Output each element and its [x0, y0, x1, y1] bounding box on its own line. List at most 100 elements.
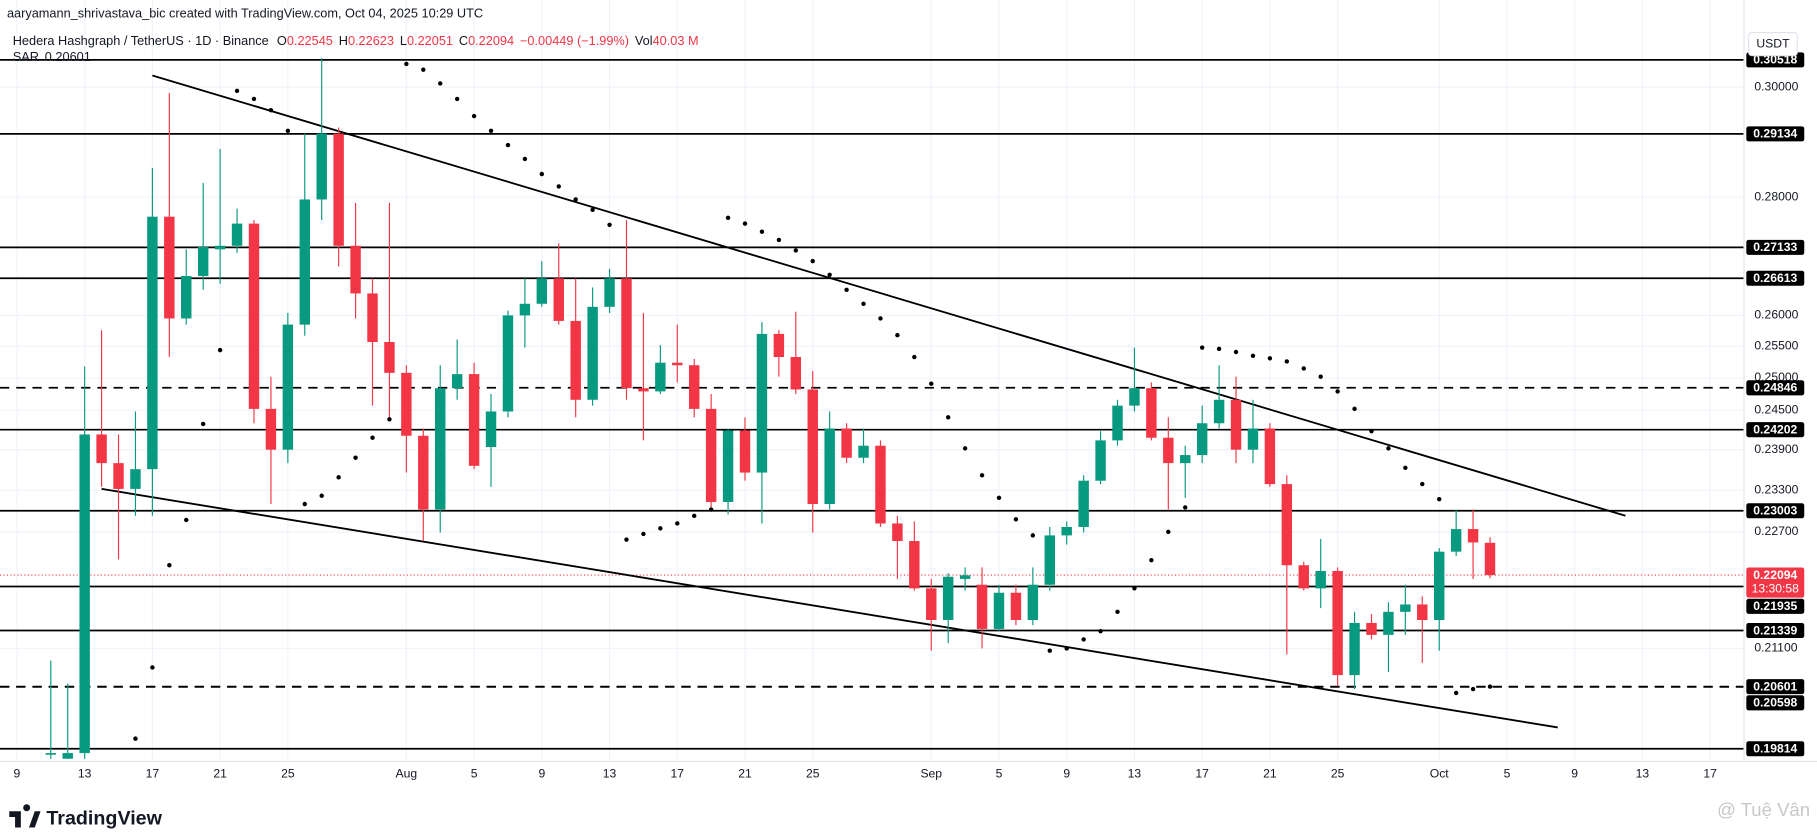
candle-body [1484, 542, 1496, 576]
candle-body [316, 133, 327, 200]
candle-body [1247, 428, 1259, 450]
sar-dot [387, 417, 392, 422]
candle-body [282, 324, 294, 450]
y-tick-label: 0.24500 [1754, 402, 1798, 416]
sar-dot [370, 435, 375, 440]
sar-dot [1318, 374, 1323, 379]
sar-dot [708, 507, 714, 512]
sar-dot [776, 237, 782, 243]
ohlc-value: 0.22545 [287, 33, 333, 48]
change: −0.00449 (−1.99%) [520, 33, 629, 48]
sar-dot [1098, 628, 1103, 634]
sar-dot [336, 475, 341, 480]
candle-body [570, 320, 581, 400]
sar-dot [1437, 496, 1442, 502]
candle-body [739, 430, 751, 473]
volume: 40.03 M [653, 33, 699, 48]
sar-dot [607, 222, 612, 227]
brand-logo [9, 804, 41, 828]
y-tick-label: 0.26000 [1754, 308, 1798, 322]
candle-body [401, 372, 412, 436]
candle-body [435, 388, 446, 510]
sar-dot [793, 248, 799, 253]
ohlc-letter: C [459, 33, 468, 48]
volume-label: Vol [635, 33, 653, 48]
level-label-box [1746, 741, 1805, 757]
candle-body [485, 411, 497, 448]
watermark: @ Tuệ Vân [1717, 799, 1810, 820]
candle-body [519, 303, 531, 316]
candle-body [1366, 622, 1377, 635]
candle-body [299, 199, 310, 325]
candle-body [1400, 604, 1411, 612]
level-label: 0.24846 [1753, 381, 1797, 395]
candle-body [1450, 529, 1462, 552]
sar-dot [895, 332, 900, 338]
sar-dot [1183, 505, 1188, 510]
candle-body [350, 245, 361, 294]
candle-body [705, 408, 717, 502]
x-tick-label: 9 [14, 766, 21, 780]
sar-dot [522, 156, 528, 162]
candle-body [790, 357, 802, 390]
level-label-box [1746, 270, 1805, 286]
level-label: 0.20601 [1753, 679, 1797, 693]
y-tick-label: 0.25500 [1754, 339, 1798, 353]
sar-dot [1199, 345, 1205, 350]
x-tick-label: 9 [1063, 766, 1070, 780]
x-tick-label: Oct [1430, 766, 1450, 780]
candle-body [1078, 480, 1089, 527]
sar-dot [1369, 428, 1374, 434]
x-tick-label: 25 [806, 766, 820, 780]
x-tick-label: 25 [1331, 766, 1345, 780]
trendlines [101, 74, 1626, 729]
sar-dot [742, 221, 748, 226]
candle-body [79, 434, 90, 754]
sar-dot [268, 107, 274, 113]
candle-body [722, 430, 734, 502]
logo-mark [9, 804, 41, 828]
sar-dot [1081, 637, 1086, 642]
y-tick-label: 0.28000 [1754, 189, 1798, 203]
sar-dot [827, 272, 832, 278]
ohlc-letter: H [339, 33, 348, 48]
last-price-label: 0.22094 [1753, 568, 1797, 582]
y-tick-label: 0.30000 [1754, 79, 1798, 93]
currency-box[interactable] [1748, 31, 1798, 57]
sar-dot [200, 421, 206, 427]
candle-body [1095, 440, 1106, 481]
x-tick-label: 13 [78, 766, 92, 780]
candle-body [130, 469, 141, 489]
sar-dot [184, 517, 189, 523]
sar-dot [1064, 646, 1069, 651]
candle-body [96, 434, 107, 464]
sar-dot [1420, 481, 1425, 487]
x-tick-label: 17 [1703, 766, 1717, 780]
sar-dot [251, 96, 257, 102]
candle-body [231, 223, 243, 246]
sar-dot [878, 316, 883, 321]
countdown: 13:30:58 [1752, 582, 1800, 596]
sar-dot [1030, 533, 1036, 538]
candle-body [1417, 604, 1428, 620]
level-label-box [1746, 422, 1805, 438]
sar-value: 0.20601 [45, 49, 91, 64]
candle-body [993, 592, 1005, 629]
candle-body [1129, 388, 1140, 406]
sar-dot [1047, 648, 1052, 653]
candle-body [976, 584, 988, 629]
candle-body [756, 333, 768, 473]
candle-body [113, 463, 124, 489]
sar-dot [1403, 465, 1408, 471]
currency[interactable]: USDT [1756, 36, 1790, 50]
sar-dot [404, 61, 409, 67]
ohlc-letter: O [277, 33, 287, 48]
x-tick-label: 9 [538, 766, 545, 780]
y-tick-label: 0.23900 [1754, 442, 1798, 456]
sar-dot [285, 128, 291, 134]
axes: 0.300000.280000.260000.255000.250000.245… [14, 52, 1805, 780]
level-label-box [1746, 679, 1805, 695]
